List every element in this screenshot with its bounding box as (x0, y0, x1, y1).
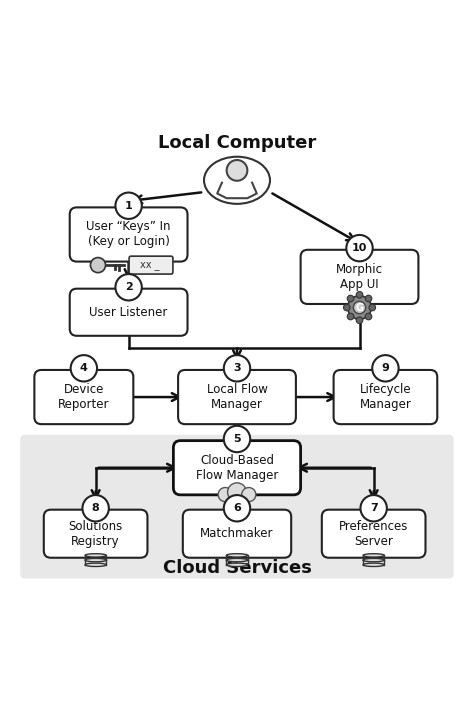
Ellipse shape (363, 553, 384, 557)
Circle shape (344, 304, 350, 311)
Text: 9: 9 (382, 363, 389, 373)
Text: 8: 8 (92, 503, 100, 513)
Text: 4: 4 (80, 363, 88, 373)
Text: User “Keys” In
(Key or Login): User “Keys” In (Key or Login) (86, 221, 171, 248)
Circle shape (71, 355, 97, 381)
Ellipse shape (227, 553, 247, 557)
Circle shape (347, 313, 354, 320)
FancyBboxPatch shape (183, 510, 291, 558)
Text: G: G (356, 303, 364, 313)
Circle shape (360, 495, 387, 521)
Circle shape (242, 488, 256, 502)
FancyBboxPatch shape (70, 288, 188, 336)
Text: 6: 6 (233, 503, 241, 513)
Circle shape (354, 301, 365, 313)
FancyBboxPatch shape (129, 256, 173, 274)
Circle shape (224, 495, 250, 521)
Text: 3: 3 (233, 363, 241, 373)
FancyBboxPatch shape (44, 510, 147, 558)
Circle shape (348, 296, 371, 319)
Ellipse shape (85, 553, 106, 557)
Circle shape (224, 426, 250, 452)
Text: xx _: xx _ (140, 260, 160, 270)
Circle shape (356, 291, 363, 298)
Text: Preferences
Server: Preferences Server (339, 520, 408, 548)
Circle shape (91, 258, 106, 273)
Ellipse shape (85, 563, 106, 566)
FancyBboxPatch shape (70, 207, 188, 261)
Circle shape (365, 295, 372, 302)
Text: User Listener: User Listener (90, 306, 168, 318)
Circle shape (218, 488, 232, 502)
FancyBboxPatch shape (173, 441, 301, 495)
Text: 2: 2 (125, 282, 133, 292)
Ellipse shape (363, 563, 384, 566)
Circle shape (347, 295, 354, 302)
Circle shape (116, 274, 142, 301)
FancyBboxPatch shape (20, 435, 454, 578)
Circle shape (227, 160, 247, 181)
Ellipse shape (85, 558, 106, 562)
Text: Solutions
Registry: Solutions Registry (69, 520, 123, 548)
Text: 10: 10 (352, 243, 367, 253)
FancyBboxPatch shape (301, 250, 419, 304)
Circle shape (365, 313, 372, 320)
Ellipse shape (363, 558, 384, 562)
Text: Local Flow
Manager: Local Flow Manager (207, 383, 267, 411)
Text: 5: 5 (233, 434, 241, 444)
Text: Lifecycle
Manager: Lifecycle Manager (359, 383, 411, 411)
Text: 7: 7 (370, 503, 377, 513)
Ellipse shape (227, 558, 247, 562)
Circle shape (372, 355, 399, 381)
Text: Cloud Services: Cloud Services (163, 559, 311, 577)
FancyBboxPatch shape (35, 370, 133, 424)
Ellipse shape (204, 157, 270, 204)
FancyBboxPatch shape (322, 510, 426, 558)
Text: Cloud-Based
Flow Manager: Cloud-Based Flow Manager (196, 453, 278, 482)
Circle shape (82, 495, 109, 521)
Ellipse shape (227, 563, 247, 566)
Text: Morphic
App UI: Morphic App UI (336, 263, 383, 291)
Text: 1: 1 (125, 201, 133, 211)
FancyBboxPatch shape (334, 370, 438, 424)
Text: Matchmaker: Matchmaker (200, 527, 274, 540)
Circle shape (116, 193, 142, 219)
Circle shape (228, 483, 246, 502)
Text: Local Computer: Local Computer (158, 134, 316, 151)
Circle shape (356, 317, 363, 323)
Circle shape (369, 304, 375, 311)
Text: Device
Reporter: Device Reporter (58, 383, 109, 411)
FancyBboxPatch shape (178, 370, 296, 424)
Circle shape (224, 355, 250, 381)
Circle shape (346, 235, 373, 261)
